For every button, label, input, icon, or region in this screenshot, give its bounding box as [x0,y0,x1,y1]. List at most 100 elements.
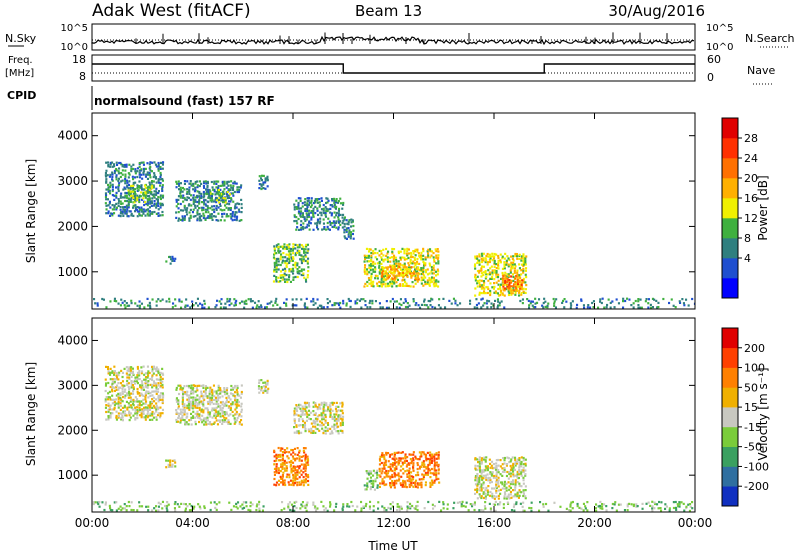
data-cell [210,423,213,426]
data-cell [233,190,236,194]
data-cell [142,394,145,397]
data-cell [314,201,317,204]
data-cell [487,479,490,482]
data-cell [281,268,284,271]
data-cell [190,404,193,407]
data-cell [213,188,216,191]
data-cell [144,414,147,417]
data-cell [368,505,371,508]
data-cell [281,459,284,462]
data-cell [501,257,504,260]
data-cell [378,285,381,288]
data-cell [328,300,331,303]
data-cell [304,479,307,482]
y-tick-label: 1000 [57,265,88,279]
data-cell [424,473,427,476]
data-cell [283,278,286,281]
data-cell [192,194,195,197]
data-region [381,265,420,281]
data-cell [260,379,263,382]
data-cell [147,505,150,508]
data-cell [285,469,288,472]
data-cell [147,404,150,407]
colorbar-tick-label: 100 [744,362,765,375]
data-cell [508,488,511,491]
data-cell [325,207,328,210]
data-cell [305,475,308,478]
data-cell [287,481,290,484]
data-cell [510,293,513,296]
data-cell [481,254,484,257]
data-cell [213,407,216,410]
data-cell [136,410,139,413]
data-cell [582,304,585,307]
data-cell [278,251,281,254]
data-cell [520,259,523,262]
data-cell [518,274,521,277]
data-cell [234,203,237,206]
data-cell [374,480,377,483]
data-cell [542,503,545,506]
data-cell [482,481,485,484]
data-cell [503,289,506,292]
data-cell [109,214,112,217]
data-cell [395,465,398,468]
data-cell [204,180,207,183]
data-cell [222,193,225,196]
data-cell [161,383,164,386]
data-cell [284,267,287,270]
data-cell [374,478,377,481]
data-cell [146,410,149,413]
data-cell [520,491,523,494]
data-cell [430,467,433,471]
data-cell [391,250,394,253]
data-cell [291,267,294,270]
data-cell [335,221,338,224]
colorbar-swatch [722,328,738,349]
data-cell [127,191,130,194]
data-cell [152,380,155,383]
data-cell [188,219,191,222]
data-cell [507,457,510,460]
data-cell [307,212,310,215]
data-cell [603,306,606,309]
data-cell [111,208,114,211]
data-cell [365,502,368,506]
data-cell [284,256,287,259]
data-cell [338,303,341,307]
data-cell [130,382,133,385]
data-cell [142,194,145,197]
data-cell [504,271,507,274]
data-cell [124,191,127,195]
data-cell [360,507,363,510]
data-cell [275,270,278,273]
data-cell [185,416,188,419]
data-cell [180,300,183,303]
data-cell [417,483,420,486]
data-cell [117,412,120,415]
data-cell [501,487,504,490]
data-cell [484,292,487,295]
data-cell [201,408,204,411]
data-cell [198,403,201,406]
data-cell [299,214,302,217]
data-cell [489,282,492,285]
data-cell [148,186,151,189]
data-cell [399,482,402,485]
data-cell [300,413,303,416]
data-cell [510,291,513,295]
data-cell [161,507,164,510]
data-cell [202,409,205,412]
data-cell [109,186,112,189]
data-cell [200,390,203,393]
data-cell [407,256,410,260]
data-cell [229,200,232,203]
data-cell [298,418,301,421]
data-cell [121,384,124,387]
data-cell [299,415,302,418]
data-cell [296,409,299,413]
data-cell [390,256,393,259]
data-cell [285,465,288,468]
data-cell [374,277,377,280]
